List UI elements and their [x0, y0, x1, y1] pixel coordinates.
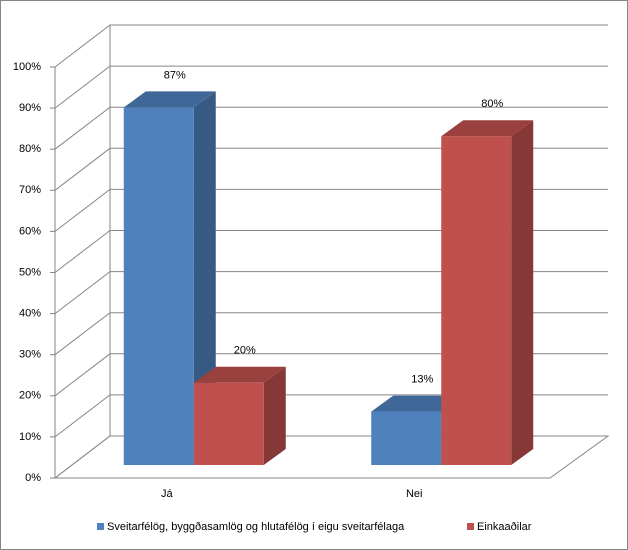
y-tick-label: 90% — [19, 102, 41, 114]
bar-side — [511, 120, 534, 465]
data-label: 13% — [411, 373, 433, 385]
data-label: 20% — [234, 345, 256, 357]
data-label: 80% — [481, 98, 503, 110]
y-tick-label: 20% — [19, 390, 41, 402]
bar — [193, 382, 264, 465]
y-tick-label: 60% — [19, 225, 41, 237]
legend-label: Sveitarfélög, byggðasamlög og hlutafélög… — [107, 521, 405, 533]
grid-line — [54, 106, 608, 150]
bar-top — [193, 366, 286, 383]
legend-label: Einkaaðilar — [477, 521, 532, 533]
y-tick-label: 100% — [13, 61, 41, 73]
bar-side — [263, 366, 286, 465]
legend-swatch — [97, 523, 104, 530]
bar — [123, 107, 194, 466]
y-tick-label: 50% — [19, 266, 41, 278]
bar-top — [441, 120, 534, 137]
y-tick-label: 0% — [25, 472, 41, 484]
legend-swatch — [467, 523, 474, 530]
data-label: 87% — [164, 69, 186, 81]
y-tick-label: 40% — [19, 308, 41, 320]
bar — [371, 411, 442, 465]
x-tick-label: Já — [161, 488, 174, 500]
y-tick-label: 30% — [19, 349, 41, 361]
y-tick-label: 10% — [19, 431, 41, 443]
bar-top — [123, 91, 216, 108]
y-tick-label: 80% — [19, 143, 41, 155]
y-tick-label: 70% — [19, 184, 41, 196]
grid-line — [54, 24, 608, 68]
x-tick-label: Nei — [406, 488, 423, 500]
bar — [441, 136, 512, 465]
bar-top — [371, 395, 464, 412]
grid-line — [54, 65, 608, 109]
